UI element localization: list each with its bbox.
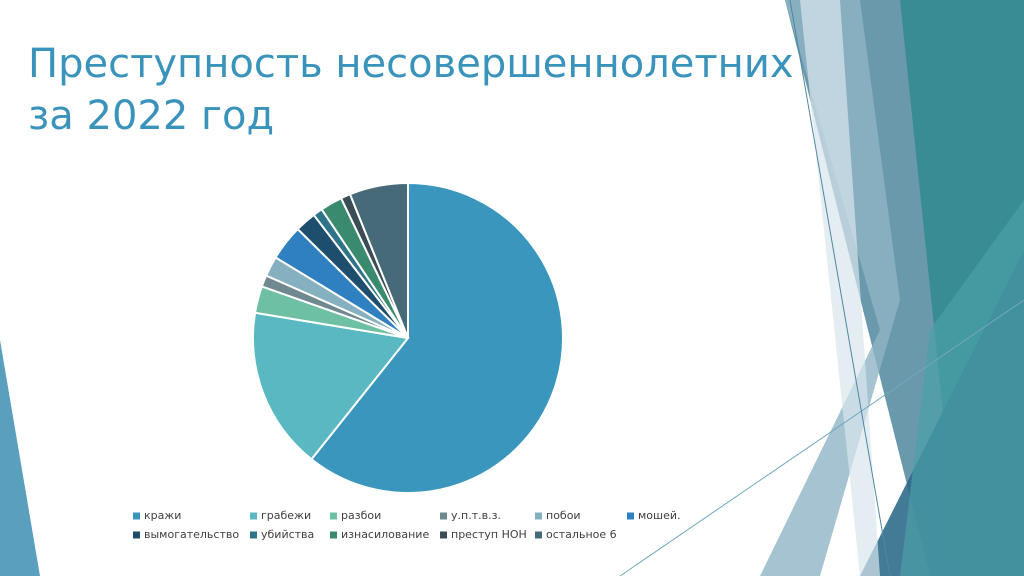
pie-slice — [310, 181, 564, 494]
legend-label: изнасилование — [341, 528, 429, 541]
legend-swatch — [250, 531, 257, 539]
chart-title: Преступность несовершеннолетних за 2022 … — [28, 41, 794, 139]
legend-swatch — [535, 512, 542, 520]
legend-label: вымогательство — [144, 528, 239, 541]
legend-swatch — [627, 512, 634, 520]
pie-slice — [348, 181, 409, 339]
legend-swatch — [330, 512, 337, 520]
legend-label: кражи — [144, 509, 181, 522]
legend-label: у.п.т.в.з. — [451, 509, 501, 522]
legend-swatch — [440, 512, 447, 520]
legend-label: грабежи — [261, 509, 311, 522]
legend-label: остальное 6 — [546, 528, 617, 541]
legend-swatch — [133, 531, 140, 539]
legend-label: убийства — [261, 528, 314, 541]
legend-label: разбои — [341, 509, 381, 522]
legend-swatch — [133, 512, 140, 520]
legend-swatch — [535, 531, 542, 539]
legend-label: побои — [546, 509, 581, 522]
legend-label: мошей. — [638, 509, 681, 522]
legend-swatch — [440, 531, 447, 539]
pie-slice — [252, 311, 410, 461]
legend-swatch — [250, 512, 257, 520]
legend-label: преступ НОН — [451, 528, 527, 541]
legend-swatch — [330, 531, 337, 539]
